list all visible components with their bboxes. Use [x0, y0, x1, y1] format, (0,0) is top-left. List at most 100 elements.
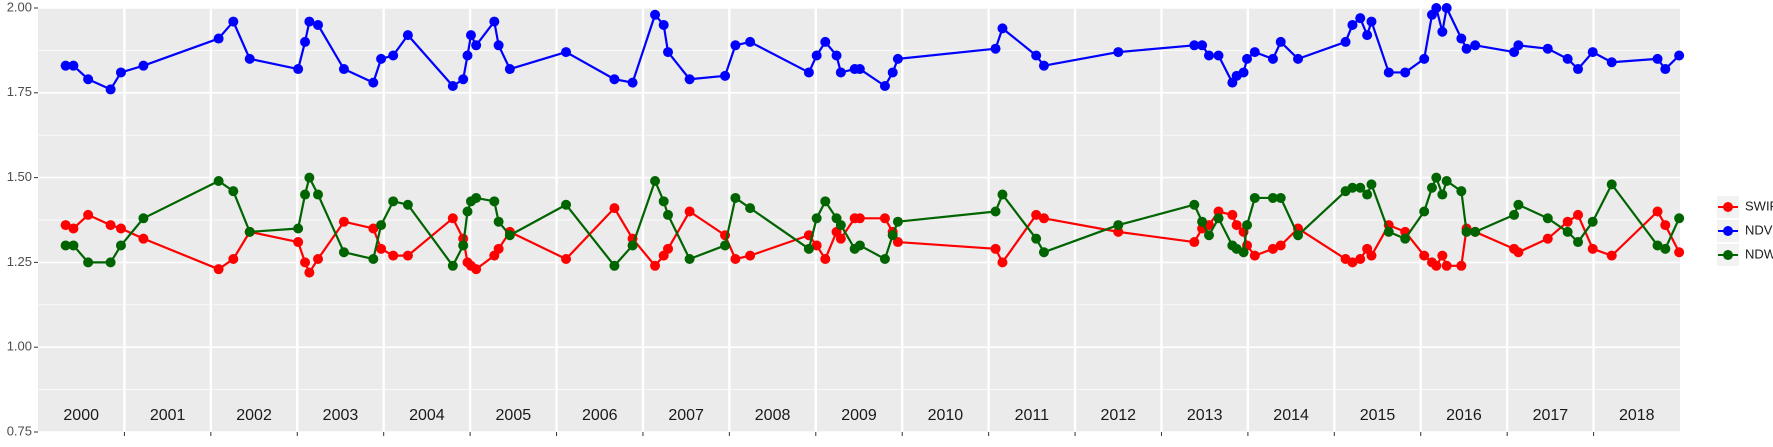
point — [892, 216, 903, 227]
point — [1606, 250, 1617, 261]
y-tick-label: 1.00 — [7, 339, 32, 354]
point — [835, 220, 846, 231]
point — [997, 189, 1008, 200]
point — [293, 64, 304, 75]
point — [990, 243, 1001, 254]
point — [1660, 64, 1671, 75]
point — [1242, 220, 1253, 231]
point — [1213, 213, 1224, 224]
series-line — [65, 176, 1681, 267]
point — [244, 226, 255, 237]
annotation: 2005 — [496, 407, 532, 424]
point — [1347, 257, 1358, 268]
point — [313, 254, 324, 265]
point — [1031, 209, 1042, 220]
point — [1573, 209, 1584, 220]
point — [730, 192, 741, 203]
point — [879, 81, 890, 92]
point — [338, 216, 349, 227]
annotation: 2014 — [1273, 407, 1309, 424]
point — [811, 213, 822, 224]
point — [1441, 175, 1452, 186]
point — [730, 254, 741, 265]
point — [1674, 50, 1685, 61]
point — [489, 196, 500, 207]
point — [293, 237, 304, 248]
point — [803, 243, 814, 254]
point — [1189, 40, 1200, 51]
point — [493, 243, 504, 254]
annotation: 2004 — [409, 407, 445, 424]
point — [1587, 243, 1598, 254]
point — [990, 206, 1001, 217]
point — [658, 19, 669, 30]
point — [1366, 16, 1377, 27]
point — [300, 36, 311, 47]
point — [1231, 220, 1242, 231]
point — [402, 250, 413, 261]
annotation: 2002 — [236, 407, 272, 424]
y-tick-label: 0.75 — [7, 423, 32, 438]
point — [376, 220, 387, 231]
point — [489, 16, 500, 27]
point — [1197, 216, 1208, 227]
point — [609, 260, 620, 271]
point — [609, 203, 620, 214]
point — [1227, 209, 1238, 220]
point — [609, 74, 620, 85]
point — [228, 254, 239, 265]
point — [376, 243, 387, 254]
point — [684, 206, 695, 217]
point — [1383, 67, 1394, 78]
point — [1573, 237, 1584, 248]
point — [447, 81, 458, 92]
point — [997, 23, 1008, 34]
point — [650, 175, 661, 186]
point — [68, 60, 79, 71]
legend-label: NDWI — [1745, 246, 1773, 261]
point — [1340, 36, 1351, 47]
point — [854, 240, 865, 251]
point — [1249, 47, 1260, 58]
point — [1383, 226, 1394, 237]
point — [1400, 67, 1411, 78]
point — [1513, 199, 1524, 210]
annotation: 2008 — [755, 407, 791, 424]
point — [213, 33, 224, 44]
point — [1441, 260, 1452, 271]
point — [1275, 240, 1286, 251]
point — [1660, 243, 1671, 254]
point — [68, 223, 79, 234]
point — [1249, 250, 1260, 261]
point — [1542, 233, 1553, 244]
point — [304, 172, 315, 183]
point — [213, 264, 224, 275]
point — [1347, 182, 1358, 193]
point — [471, 192, 482, 203]
point — [803, 67, 814, 78]
point — [997, 257, 1008, 268]
point — [68, 240, 79, 251]
annotation: 2007 — [668, 407, 704, 424]
annotation: 2010 — [928, 407, 964, 424]
point — [1456, 186, 1467, 197]
point — [1204, 50, 1215, 61]
point — [1573, 64, 1584, 75]
point — [60, 240, 71, 251]
point — [835, 233, 846, 244]
point — [835, 67, 846, 78]
point — [83, 74, 94, 85]
annotation: 2000 — [63, 407, 99, 424]
point — [1267, 53, 1278, 64]
point — [402, 30, 413, 41]
point — [1652, 240, 1663, 251]
point — [447, 213, 458, 224]
point — [663, 209, 674, 220]
point — [115, 240, 126, 251]
point — [1470, 40, 1481, 51]
annotation: 2009 — [841, 407, 877, 424]
point — [1204, 230, 1215, 241]
point — [1437, 26, 1448, 37]
point — [368, 254, 379, 265]
point — [1400, 233, 1411, 244]
